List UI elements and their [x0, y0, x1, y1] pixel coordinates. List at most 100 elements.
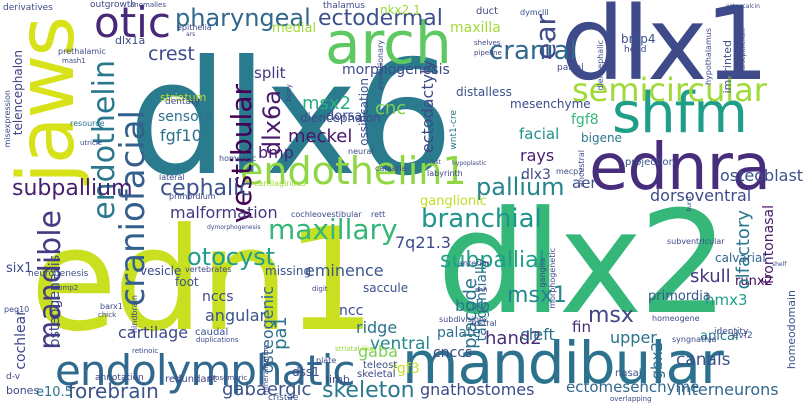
word-imprinted: imprinted	[721, 40, 734, 94]
word-mesenchyme: mesenchyme	[510, 97, 591, 111]
word-meckel: meckel	[288, 126, 353, 147]
word-vertebrates: vertebrates	[185, 265, 232, 274]
word-osteocalcin: osteocalcin	[726, 3, 760, 10]
word-diencephalon: diencephalon	[300, 111, 381, 125]
word-teleost: teleost	[363, 360, 398, 371]
word-cartilaginous: cartilaginous	[254, 179, 306, 188]
word-utricle: utricle	[80, 139, 103, 147]
word-plate: plate	[316, 356, 337, 365]
word-arch: arch	[325, 9, 452, 77]
word-cleft: cleft	[520, 325, 555, 344]
word-e10.5: e10.5	[36, 385, 73, 400]
word-foot: foot	[175, 275, 199, 289]
word-angular: angular	[205, 306, 267, 325]
word-outgrowth: outgrowth	[90, 0, 137, 10]
word-dlx1a: dlx1a	[115, 34, 146, 47]
word-cochlear: cochlear	[13, 310, 29, 370]
word-edn1: edn1	[30, 198, 376, 363]
word-duplications: duplications	[196, 336, 239, 344]
word-apical: apical	[700, 329, 739, 344]
word-prethalamic: prethalamic	[58, 47, 106, 56]
word-upper: upper	[610, 328, 657, 347]
word-vesicle: vesicle	[140, 264, 182, 278]
word-d-v: d-v	[6, 372, 21, 382]
word-endolymphatic: endolymphatic	[55, 346, 355, 395]
word-retinoic: retinoic	[132, 347, 159, 355]
word-crest: crest	[148, 43, 195, 65]
word-medial: medial	[272, 21, 317, 36]
word-mineralization: mineralization	[262, 345, 270, 395]
word-ear: ear	[529, 14, 562, 60]
word-dlx1: dlx1	[560, 0, 769, 104]
word-dymclil: dymclil	[520, 8, 549, 17]
word-shelf: shelf	[772, 261, 787, 268]
word-six1: six1	[6, 261, 33, 276]
word-hypothalamus: hypothalamus	[704, 28, 713, 86]
word-identity: identity	[714, 327, 749, 337]
word-digit: digit	[312, 285, 328, 293]
word-burst: burst	[686, 196, 693, 212]
word-striatum: striatum	[160, 91, 207, 104]
word-otocyst: otocyst	[187, 243, 276, 271]
word-msx: msx	[588, 303, 634, 328]
word-facial: facial	[519, 125, 560, 143]
word-pa1: pa1	[270, 316, 291, 350]
word-mecp2: mecp2	[556, 167, 584, 176]
word-thalamus: thalamus	[323, 1, 365, 11]
word-lateral: lateral	[159, 173, 185, 182]
word-dlx3: dlx3	[521, 167, 551, 183]
word-dlx6: dlx6	[128, 27, 454, 211]
word-skeleton: skeleton	[322, 378, 415, 403]
word-maxillary: maxillary	[268, 213, 398, 246]
word-gnathostomes: gnathostomes	[420, 380, 535, 399]
word-cephalic: cephalic	[160, 176, 252, 201]
word-ganglionic: ganglionic	[420, 194, 487, 209]
word-osteoblast: osteoblast	[720, 166, 804, 185]
word-distalless: distalless	[456, 85, 512, 99]
word-resource: resource	[70, 119, 105, 128]
word-gabaergic: gabaergic	[222, 379, 312, 400]
word-shh: shh	[475, 286, 488, 294]
word-evolutionary: evolutionary	[376, 40, 385, 91]
word-interneurons: interneurons	[677, 380, 779, 399]
word-dlx2: dlx2	[437, 181, 729, 346]
word-gbx2: gbx2	[648, 342, 666, 380]
word-evf2: evf2	[733, 331, 753, 341]
word-neuroepithelium: neuroepithelium	[740, 28, 747, 78]
word-malformation: malformation	[170, 203, 278, 222]
word-morphogenetic: morphogenetic	[548, 248, 557, 309]
word-semicircular: semicircular	[572, 71, 767, 109]
word-sensory: sensory	[158, 109, 213, 125]
word-cranial: cranial	[489, 36, 577, 66]
word-cochleovestibular: cochleovestibular	[291, 210, 362, 219]
word-head: head	[624, 45, 647, 55]
word-pallial: pallial	[557, 63, 584, 73]
word-anterior: anterior	[458, 259, 490, 268]
word-runx2: runx2	[735, 274, 773, 289]
word-neural: neural	[348, 147, 374, 156]
word-fgf3: fgf3	[392, 361, 420, 377]
word-primordia: primordia	[648, 289, 711, 304]
word-duct: duct	[476, 6, 499, 17]
word-calvarial: calvarial	[715, 251, 766, 265]
word-mash1: mash1	[62, 57, 86, 65]
word-peg10: peg10	[4, 305, 30, 314]
word-redundant: redundant	[165, 374, 217, 385]
word-chick: chick	[98, 311, 117, 319]
word-cnc: cnc	[375, 98, 407, 119]
word-ncc: ncc	[339, 303, 364, 319]
word-rett: rett	[371, 210, 386, 219]
word-dss1: dss1	[292, 365, 320, 379]
word-ednra: ednra	[589, 131, 771, 205]
word-dymorphogenesis: dymorphogenesis	[207, 224, 261, 231]
word-overlapping: overlapping	[610, 395, 652, 403]
word-bony: bony	[285, 84, 293, 102]
word-homeotic: homeotic	[219, 154, 257, 163]
word-olfactory: olfactory	[733, 210, 754, 290]
word-otic: otic	[94, 0, 171, 47]
word-neurogenesis: neurogenesis	[28, 269, 89, 279]
word-nkx2.1: nkx2.1	[380, 3, 421, 17]
word-projection: projection	[625, 157, 675, 168]
word-anomalies: anomalies	[130, 1, 166, 9]
